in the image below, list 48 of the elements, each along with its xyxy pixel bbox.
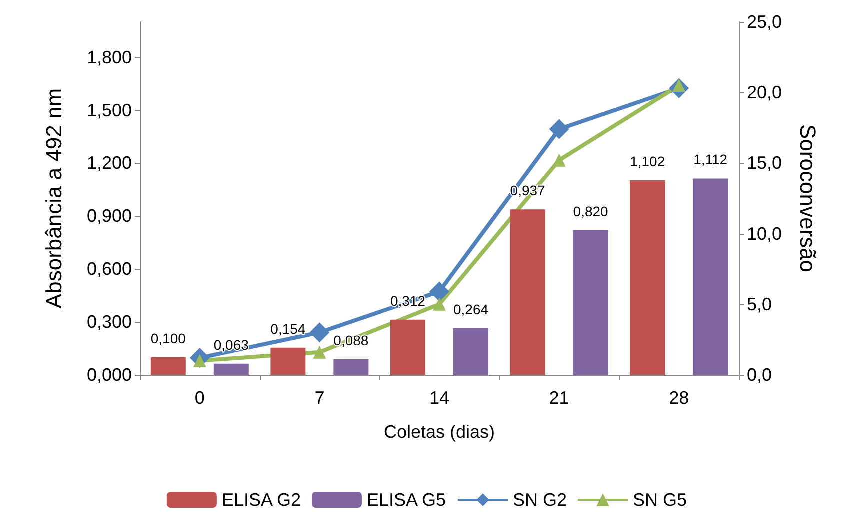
y-tick-label: 0,900 [86, 206, 132, 226]
data-label: 0,063 [214, 336, 250, 353]
data-label: 1,102 [630, 153, 666, 170]
point [433, 298, 446, 311]
y-tick-label: 1,800 [86, 47, 132, 68]
y-tick-label: 1,500 [86, 100, 132, 120]
y-tick-label: 0,000 [86, 365, 132, 385]
x-tick-label: 28 [669, 388, 690, 408]
x-axis-title: Coletas (dias) [384, 422, 496, 442]
bar [270, 348, 306, 375]
y2-tick-label: 10,0 [747, 224, 782, 244]
bar [510, 210, 546, 375]
y-axis-title: Absorbância a 492 nm [42, 88, 66, 309]
bar [454, 328, 488, 375]
y-tick-label: 0,300 [86, 312, 132, 332]
y2-tick-label: 5,0 [747, 294, 772, 314]
y2-tick-label: 25,0 [747, 12, 782, 32]
point [313, 346, 326, 359]
y-tick-label: 0,600 [86, 259, 132, 280]
point [430, 282, 450, 302]
data-label: 0,820 [573, 203, 609, 220]
bar [573, 230, 608, 375]
y2-tick-label: 15,0 [747, 153, 782, 174]
legend-label: SN G5 [633, 490, 688, 510]
bar [630, 180, 666, 375]
data-label: 1,112 [694, 152, 728, 168]
x-tick-label: 0 [194, 388, 205, 408]
point [549, 119, 570, 140]
bar [390, 320, 426, 375]
y2-axis-title: Soroconversão [796, 124, 820, 272]
bar [150, 357, 186, 375]
point [552, 154, 566, 167]
point [310, 322, 330, 343]
y2-tick-label: 0,0 [747, 365, 772, 385]
bar [693, 178, 728, 375]
legend-label: ELISA G5 [366, 490, 446, 510]
y2-tick-label: 20,0 [747, 82, 782, 103]
data-label: 0,100 [150, 330, 186, 346]
x-tick-label: 14 [429, 388, 450, 408]
x-tick-label: 21 [549, 388, 570, 408]
legend-label: SN G2 [513, 490, 568, 510]
y-tick-label: 1,200 [86, 153, 132, 174]
bar [334, 359, 369, 375]
legend-label: ELISA G2 [222, 490, 302, 510]
bar [214, 364, 249, 375]
x-tick-label: 7 [314, 388, 325, 408]
data-label: 0,154 [270, 320, 306, 337]
data-label: 0,264 [453, 301, 489, 318]
